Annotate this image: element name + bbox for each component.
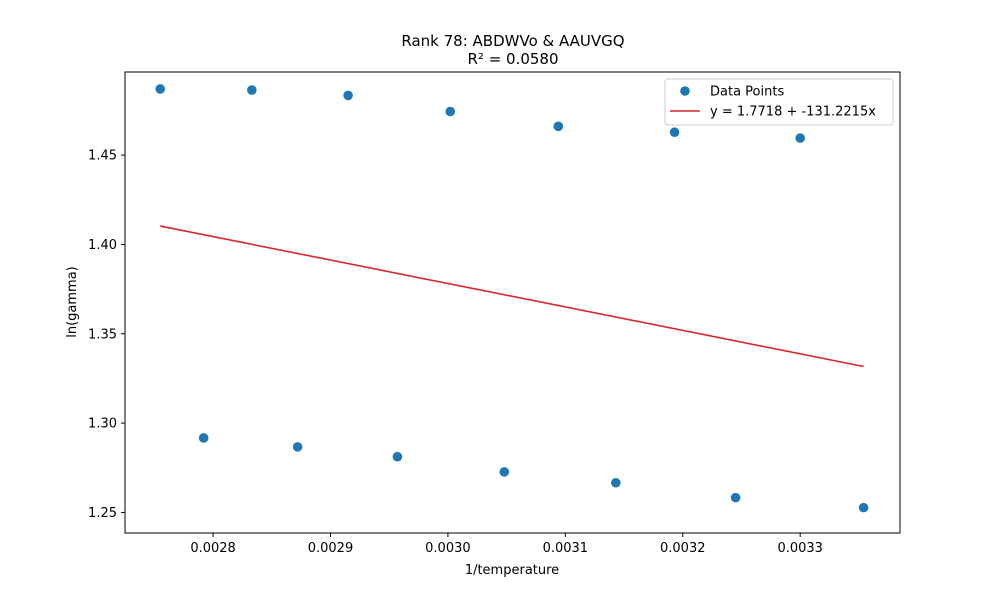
- plot-area: [155, 84, 869, 513]
- y-axis-label: ln(gamma): [65, 266, 80, 338]
- x-tick-label-2: 0.0030: [425, 541, 471, 556]
- x-axis-label: 1/temperature: [465, 563, 559, 578]
- x-tick-label-0: 0.0028: [190, 541, 236, 556]
- y-axis: 1.25 1.30 1.35 1.40 1.45: [88, 149, 125, 521]
- legend: Data Points y = 1.7718 + -131.2215x: [664, 78, 894, 126]
- chart-title: Rank 78: ABDWVo & AAUVGQ: [401, 32, 624, 50]
- data-point-6: [795, 133, 805, 143]
- legend-label-data-points: Data Points: [710, 85, 784, 100]
- x-tick-label-5: 0.0033: [777, 541, 823, 556]
- data-point-9: [392, 451, 403, 462]
- plot-frame: [124, 71, 901, 534]
- legend-label-fit-line: y = 1.7718 + -131.2215x: [710, 105, 876, 120]
- data-point-3: [445, 106, 456, 117]
- y-tick-label-3: 1.40: [88, 238, 117, 253]
- data-point-4: [553, 121, 564, 132]
- data-point-11: [611, 477, 621, 488]
- x-tick-label-3: 0.0031: [543, 541, 589, 556]
- data-point-12: [730, 492, 741, 503]
- x-tick-label-1: 0.0029: [308, 541, 354, 556]
- x-axis: 0.0028 0.0029 0.0030 0.0031 0.0032 0.0033: [190, 533, 823, 556]
- data-point-10: [499, 467, 510, 477]
- data-point-1: [247, 85, 257, 95]
- data-point-5: [669, 127, 680, 138]
- fit-line: [160, 225, 864, 368]
- x-tick-label-4: 0.0032: [660, 541, 706, 556]
- y-tick-label-1: 1.30: [88, 417, 117, 432]
- data-point-7: [198, 433, 209, 443]
- data-point-2: [343, 90, 353, 101]
- legend-marker-data-points: [680, 86, 690, 96]
- data-point-0: [155, 84, 166, 94]
- y-tick-label-0: 1.25: [88, 506, 117, 521]
- chart-subtitle: R² = 0.0580: [467, 50, 558, 68]
- y-tick-label-2: 1.35: [88, 327, 117, 342]
- legend-box: [664, 78, 894, 126]
- data-point-13: [858, 502, 869, 513]
- data-point-8: [292, 442, 303, 452]
- y-tick-label-4: 1.45: [88, 149, 117, 164]
